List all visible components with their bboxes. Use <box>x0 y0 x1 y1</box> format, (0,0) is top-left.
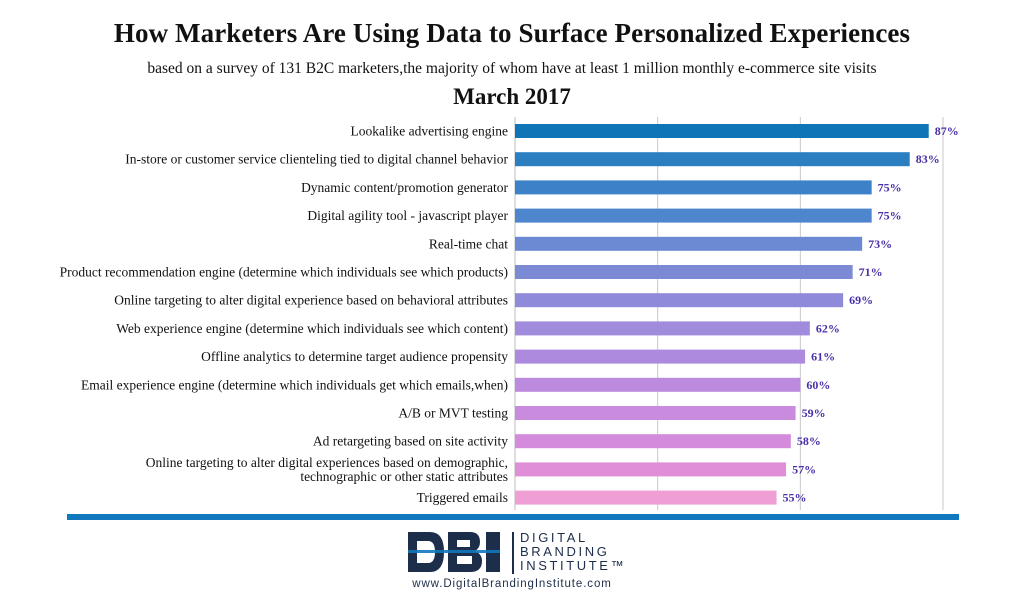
bar <box>515 406 796 420</box>
chart-subtitle: based on a survey of 131 B2C marketers,t… <box>147 60 877 77</box>
logo-text-branding: BRANDING <box>520 544 610 559</box>
bar <box>515 490 777 505</box>
value-label: 62% <box>816 321 840 335</box>
category-label: Product recommendation engine (determine… <box>60 265 508 280</box>
value-label: 60% <box>806 378 830 392</box>
category-label: technographic or other static attributes <box>300 469 508 484</box>
category-label: Lookalike advertising engine <box>351 124 508 139</box>
category-label: Online targeting to alter digital experi… <box>146 455 508 470</box>
bar <box>515 377 801 392</box>
category-labels: Lookalike advertising engine In-store or … <box>60 124 509 506</box>
bar <box>515 236 863 251</box>
value-label: 71% <box>859 265 883 279</box>
logo-text-digital: DIGITAL <box>520 530 588 545</box>
bar <box>515 208 872 223</box>
value-label: 75% <box>878 180 902 194</box>
dbi-logo: DIGITAL BRANDING INSTITUTE™ <box>406 530 626 576</box>
category-label: Web experience engine (determine which i… <box>116 321 508 336</box>
bar <box>515 349 806 364</box>
value-label: 55% <box>783 491 807 505</box>
category-label: In-store or customer service clienteling… <box>125 152 508 167</box>
dbi-logo-mark <box>408 532 500 572</box>
value-label: 61% <box>811 350 835 364</box>
bar-chart: Lookalike advertising engine In-store or … <box>60 117 959 510</box>
bar <box>515 124 929 138</box>
logo-text-institute: INSTITUTE™ <box>520 558 627 573</box>
bar <box>515 293 844 308</box>
category-label: Digital agility tool - javascript player <box>307 208 508 223</box>
bar <box>515 321 810 336</box>
grid-lines <box>514 117 944 510</box>
category-label: Email experience engine (determine which… <box>81 377 508 392</box>
category-label: Real-time chat <box>429 236 508 251</box>
value-label: 83% <box>916 152 940 166</box>
value-labels: 87% 83% 75% 75% 73% 71% 69% 62% 61% 60% 59% 58% 57% 5… <box>783 124 959 505</box>
value-label: 57% <box>792 462 816 476</box>
value-label: 73% <box>868 237 892 251</box>
bar <box>515 434 791 449</box>
category-label: Triggered emails <box>417 490 508 505</box>
logo-divider <box>512 532 514 574</box>
bar <box>515 265 853 279</box>
chart-title: How Marketers Are Using Data to Surface … <box>113 18 911 48</box>
category-label: Dynamic content/promotion generator <box>301 180 508 195</box>
category-label: Offline analytics to determine target au… <box>201 349 508 364</box>
category-label: Ad retargeting based on site activity <box>313 434 508 449</box>
website-url: www.DigitalBrandingInstitute.com <box>412 578 612 590</box>
value-label: 87% <box>935 124 959 138</box>
bar <box>515 152 910 167</box>
value-label: 75% <box>878 209 902 223</box>
bars <box>515 124 929 505</box>
footer-divider <box>67 514 959 520</box>
value-label: 69% <box>849 293 873 307</box>
bar <box>515 180 872 195</box>
category-label: Online targeting to alter digital experi… <box>114 293 508 308</box>
value-label: 59% <box>802 406 826 420</box>
category-label: A/B or MVT testing <box>398 406 508 421</box>
chart-date: March 2017 <box>453 84 571 109</box>
value-label: 58% <box>797 434 821 448</box>
bar <box>515 462 787 477</box>
